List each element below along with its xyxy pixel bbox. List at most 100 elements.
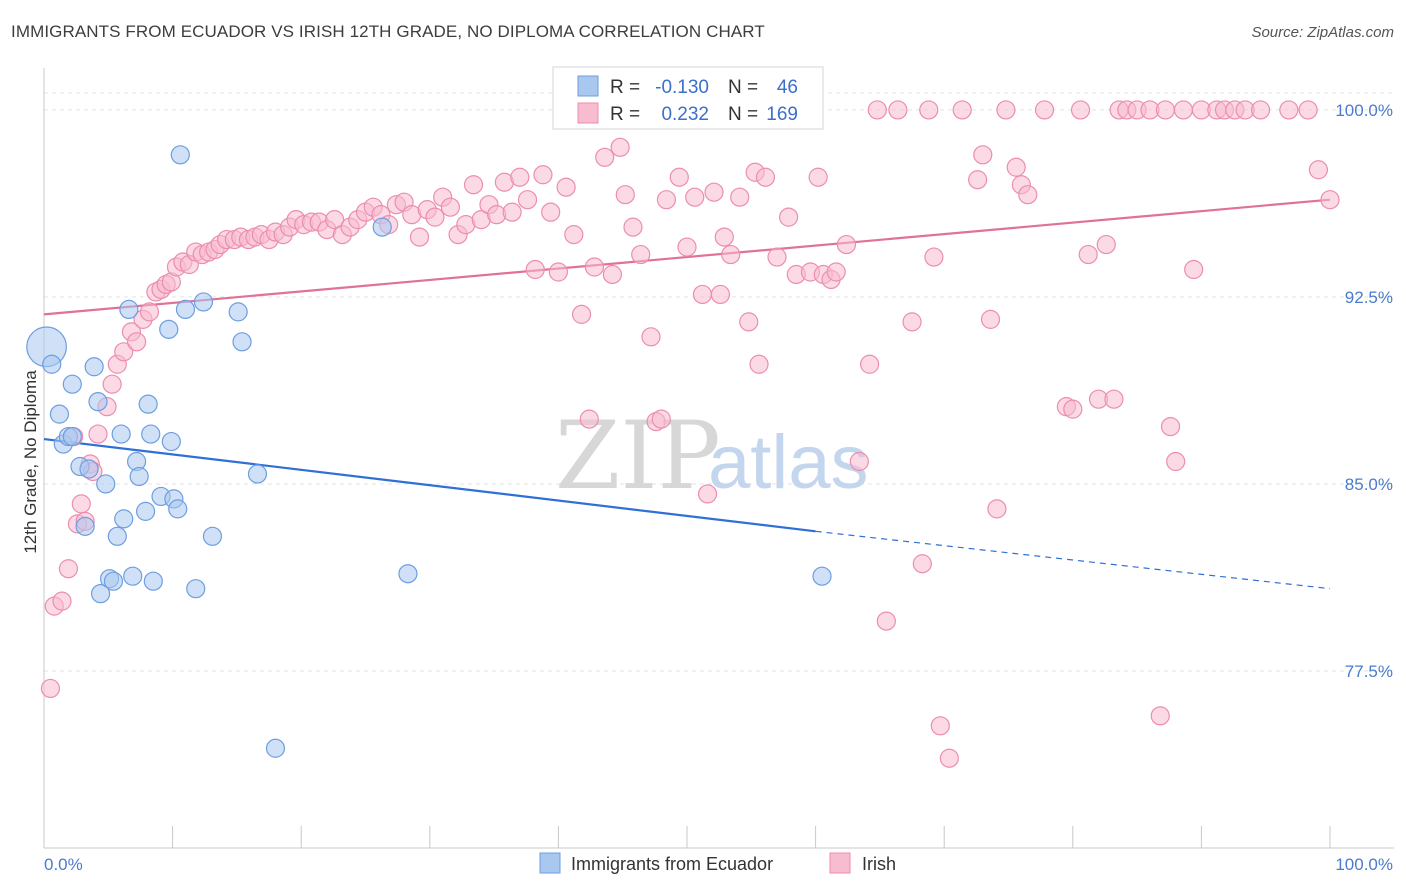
- data-point-ecuador: [159, 319, 179, 339]
- trend-line-ecuador-extension: [815, 530, 1331, 590]
- watermark: ZIP atlas: [555, 402, 869, 511]
- data-point-irish: [440, 197, 460, 217]
- data-point-ecuador: [75, 516, 95, 536]
- watermark-atlas: atlas: [708, 420, 869, 505]
- data-point-irish: [939, 748, 959, 768]
- data-point-irish: [88, 424, 108, 444]
- data-point-ecuador: [186, 579, 206, 599]
- data-point-irish: [1184, 259, 1204, 280]
- data-point-irish: [930, 716, 950, 736]
- data-point-irish: [919, 100, 939, 120]
- data-point-ecuador: [265, 738, 286, 758]
- data-point-irish: [1034, 100, 1055, 120]
- data-point-irish: [656, 190, 677, 210]
- y-tick-label: 85.0%: [1345, 475, 1393, 494]
- data-point-irish: [778, 207, 799, 227]
- data-point-irish: [556, 177, 576, 197]
- data-point-irish: [1298, 100, 1318, 120]
- data-point-irish: [1250, 100, 1271, 120]
- data-point-irish: [463, 175, 484, 195]
- data-point-irish: [876, 611, 896, 631]
- data-point-irish: [631, 244, 651, 265]
- series-label-ecuador: Immigrants from Ecuador: [571, 854, 773, 874]
- data-point-ecuador: [84, 357, 104, 377]
- legend-n-label-irish: N =: [728, 104, 758, 125]
- data-point-irish: [409, 227, 430, 247]
- data-point-irish: [826, 262, 846, 282]
- data-point-irish: [968, 170, 988, 190]
- data-point-ecuador: [812, 566, 832, 586]
- axes: [43, 68, 1394, 849]
- data-point-irish: [714, 227, 734, 247]
- data-points: [26, 100, 1340, 768]
- data-point-irish: [548, 262, 569, 282]
- data-point-ecuador: [111, 424, 131, 444]
- x-tick-label: 0.0%: [44, 855, 83, 874]
- data-point-irish: [973, 145, 993, 165]
- y-tick-label: 92.5%: [1345, 288, 1393, 307]
- data-point-ecuador: [62, 426, 82, 447]
- data-point-irish: [755, 167, 776, 187]
- data-point-irish: [849, 451, 869, 472]
- trend-line-ecuador: [43, 437, 816, 533]
- data-point-irish: [836, 234, 857, 255]
- y-tick-label: 77.5%: [1345, 662, 1393, 681]
- legend-r-value-ecuador: -0.130: [655, 77, 709, 98]
- data-point-irish: [126, 332, 147, 352]
- x-tick-label: 100.0%: [1335, 855, 1393, 874]
- data-point-ecuador: [119, 299, 139, 320]
- legend-r-value-irish: 0.232: [661, 104, 709, 125]
- data-point-irish: [533, 165, 553, 185]
- data-point-irish: [808, 167, 828, 187]
- data-point-irish: [58, 559, 79, 579]
- data-point-irish: [749, 354, 769, 374]
- data-point-ecuador: [175, 299, 196, 320]
- data-point-ecuador: [141, 424, 161, 444]
- data-point-ecuador: [129, 466, 149, 487]
- data-point-irish: [71, 494, 91, 514]
- data-point-irish: [1150, 706, 1170, 726]
- data-point-irish: [510, 167, 530, 187]
- data-point-irish: [602, 264, 623, 285]
- data-point-irish: [1104, 389, 1124, 409]
- data-point-irish: [1063, 399, 1083, 419]
- data-point-irish: [860, 354, 880, 374]
- legend-n-value-ecuador: 46: [777, 77, 798, 98]
- data-point-ecuador: [42, 354, 62, 374]
- data-point-irish: [1166, 451, 1186, 472]
- correlation-legend: R = -0.130 N = 46 R = 0.232 N = 169: [552, 66, 824, 130]
- data-point-ecuador: [193, 292, 214, 312]
- series-label-irish: Irish: [862, 854, 896, 874]
- data-point-ecuador: [62, 374, 82, 394]
- data-point-irish: [730, 187, 750, 207]
- data-point-irish: [623, 217, 643, 237]
- data-point-ecuador: [114, 509, 134, 529]
- grid-lines: [44, 92, 1394, 672]
- data-point-irish: [610, 137, 630, 157]
- x-tick-labels: 0.0% 100.0%: [44, 855, 1393, 874]
- data-point-irish: [677, 237, 697, 257]
- y-axis-label: 12th Grade, No Diploma: [21, 370, 40, 554]
- data-point-irish: [1155, 100, 1175, 120]
- legend-swatch-irish: [577, 102, 599, 124]
- data-point-irish: [1279, 100, 1299, 120]
- data-point-irish: [615, 185, 635, 205]
- data-point-ecuador: [247, 464, 268, 484]
- data-point-ecuador: [168, 499, 188, 519]
- data-point-irish: [924, 247, 944, 267]
- data-point-irish: [888, 100, 908, 120]
- series-legend: Immigrants from Ecuador Irish: [539, 852, 896, 874]
- legend-r-label-ecuador: R =: [610, 77, 640, 98]
- data-point-irish: [139, 302, 160, 322]
- data-point-ecuador: [398, 564, 418, 584]
- data-point-ecuador: [202, 526, 223, 546]
- data-point-ecuador: [135, 501, 156, 521]
- data-point-irish: [697, 484, 718, 504]
- data-point-irish: [1018, 185, 1038, 205]
- series-swatch-irish: [829, 852, 851, 874]
- legend-r-label-irish: R =: [610, 104, 640, 125]
- trend-line-irish: [43, 198, 1331, 316]
- data-point-irish: [1320, 190, 1340, 210]
- data-point-irish: [1308, 160, 1329, 180]
